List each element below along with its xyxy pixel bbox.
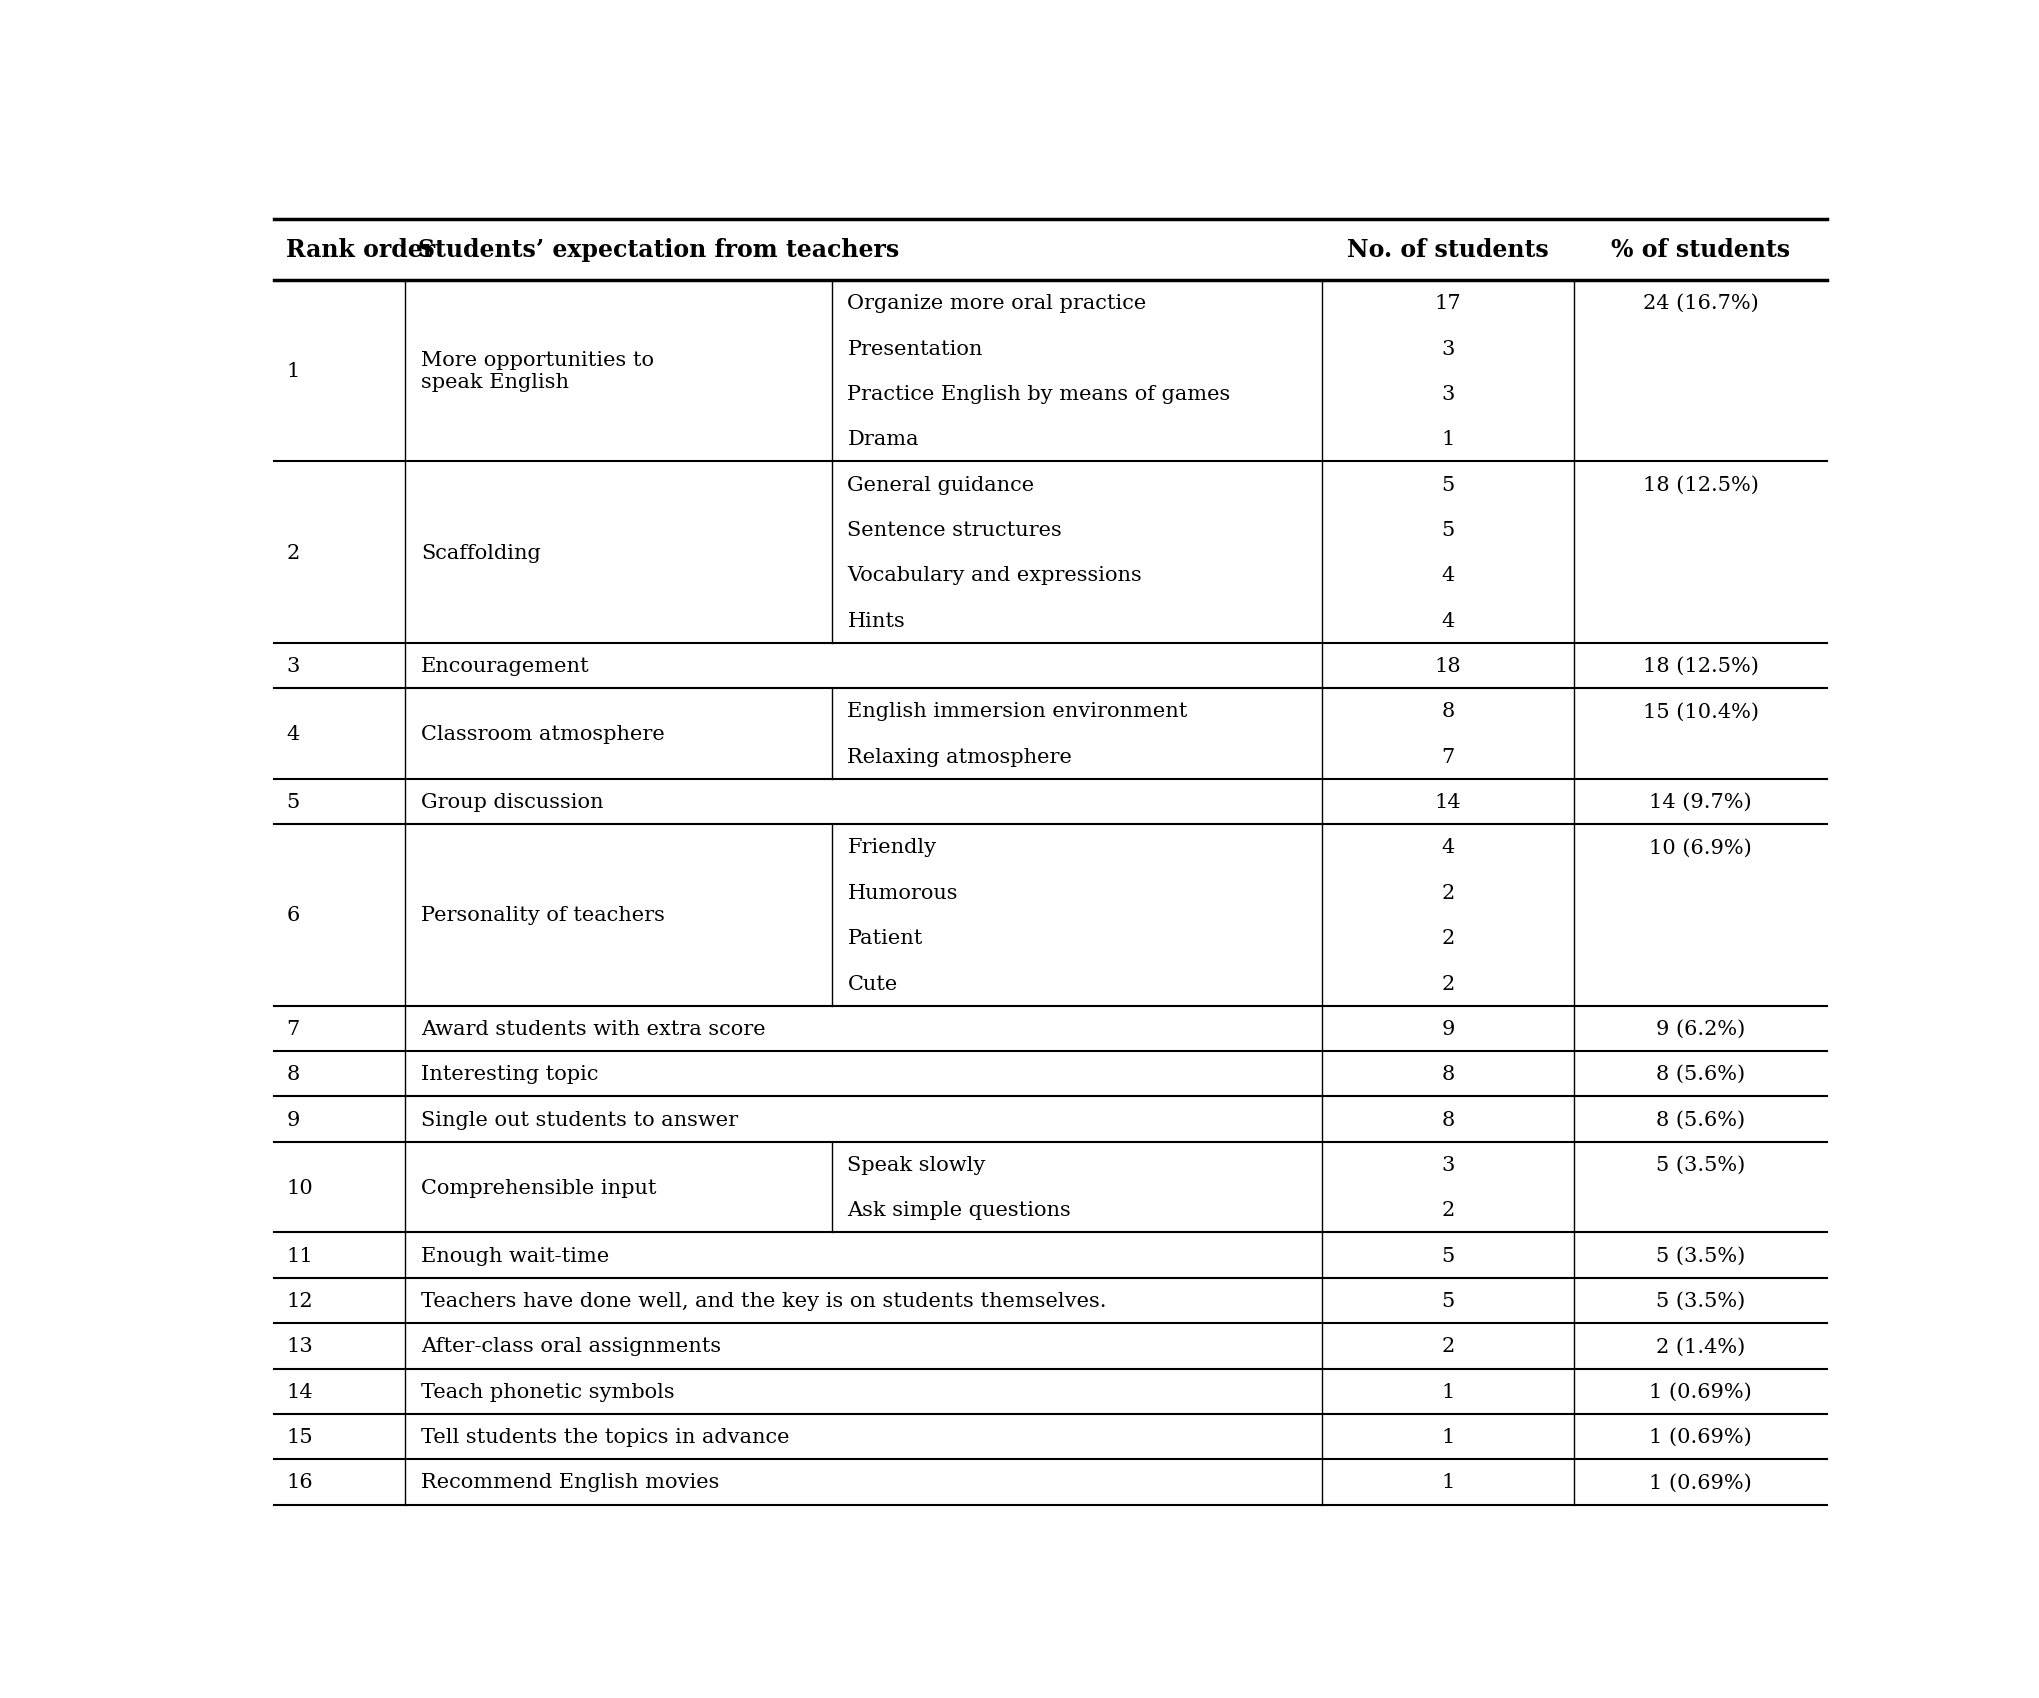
Text: 14 (9.7%): 14 (9.7%) xyxy=(1650,793,1752,812)
Text: 3: 3 xyxy=(1442,385,1454,404)
Text: Practice English by means of games: Practice English by means of games xyxy=(848,385,1232,404)
Text: 1 (0.69%): 1 (0.69%) xyxy=(1650,1472,1752,1491)
Text: 2: 2 xyxy=(1442,929,1454,947)
Text: 17: 17 xyxy=(1435,294,1462,312)
Text: Encouragement: Encouragement xyxy=(420,657,589,676)
Text: 5: 5 xyxy=(1442,1290,1454,1311)
Text: 13: 13 xyxy=(285,1336,314,1355)
Text: 4: 4 xyxy=(285,725,300,744)
Text: Organize more oral practice: Organize more oral practice xyxy=(848,294,1146,312)
Text: Enough wait-time: Enough wait-time xyxy=(420,1246,610,1265)
Text: Sentence structures: Sentence structures xyxy=(848,521,1062,540)
Text: 18: 18 xyxy=(1435,657,1462,676)
Text: 4: 4 xyxy=(1442,839,1454,857)
Text: Recommend English movies: Recommend English movies xyxy=(420,1472,720,1491)
Text: 8: 8 xyxy=(285,1065,300,1083)
Text: General guidance: General guidance xyxy=(848,475,1034,494)
Text: 2: 2 xyxy=(1442,975,1454,993)
Text: 5 (3.5%): 5 (3.5%) xyxy=(1656,1246,1745,1265)
Text: 10 (6.9%): 10 (6.9%) xyxy=(1650,839,1752,857)
Text: 9: 9 xyxy=(1442,1019,1454,1037)
Text: 5 (3.5%): 5 (3.5%) xyxy=(1656,1155,1745,1175)
Text: 3: 3 xyxy=(1442,340,1454,358)
Text: 4: 4 xyxy=(1442,565,1454,586)
Text: 8: 8 xyxy=(1442,1110,1454,1129)
Text: 3: 3 xyxy=(285,657,300,676)
Text: 2: 2 xyxy=(1442,1200,1454,1219)
Text: No. of students: No. of students xyxy=(1348,238,1550,261)
Text: 1: 1 xyxy=(285,362,300,380)
Text: 1 (0.69%): 1 (0.69%) xyxy=(1650,1428,1752,1447)
Text: Group discussion: Group discussion xyxy=(420,793,604,812)
Text: 7: 7 xyxy=(285,1019,300,1037)
Text: 5: 5 xyxy=(285,793,300,812)
Text: 5: 5 xyxy=(1442,475,1454,494)
Text: 5 (3.5%): 5 (3.5%) xyxy=(1656,1290,1745,1311)
Text: 8 (5.6%): 8 (5.6%) xyxy=(1656,1110,1745,1129)
Text: Rank order: Rank order xyxy=(285,238,436,261)
Text: 14: 14 xyxy=(1435,793,1462,812)
Text: Ask simple questions: Ask simple questions xyxy=(848,1200,1070,1219)
Text: 16: 16 xyxy=(285,1472,314,1491)
Text: 6: 6 xyxy=(285,907,300,925)
Text: Comprehensible input: Comprehensible input xyxy=(420,1178,657,1197)
Text: Teach phonetic symbols: Teach phonetic symbols xyxy=(420,1382,675,1401)
Text: 5: 5 xyxy=(1442,521,1454,540)
Text: Humorous: Humorous xyxy=(848,883,958,902)
Text: After-class oral assignments: After-class oral assignments xyxy=(420,1336,722,1355)
Text: Interesting topic: Interesting topic xyxy=(420,1065,597,1083)
Text: English immersion environment: English immersion environment xyxy=(848,701,1189,722)
Text: Cute: Cute xyxy=(848,975,897,993)
Text: Patient: Patient xyxy=(848,929,924,947)
Text: 5: 5 xyxy=(1442,1246,1454,1265)
Text: Single out students to answer: Single out students to answer xyxy=(420,1110,738,1129)
Text: 18 (12.5%): 18 (12.5%) xyxy=(1643,475,1760,494)
Text: 9: 9 xyxy=(285,1110,300,1129)
Text: 2 (1.4%): 2 (1.4%) xyxy=(1656,1336,1745,1355)
Text: Drama: Drama xyxy=(848,430,920,448)
Text: 2: 2 xyxy=(1442,883,1454,902)
Text: 1: 1 xyxy=(1442,1472,1454,1491)
Text: Scaffolding: Scaffolding xyxy=(420,543,540,562)
Text: Friendly: Friendly xyxy=(848,839,936,857)
Text: 1: 1 xyxy=(1442,1382,1454,1401)
Text: Tell students the topics in advance: Tell students the topics in advance xyxy=(420,1428,789,1447)
Text: Students’ expectation from teachers: Students’ expectation from teachers xyxy=(418,238,899,261)
Text: 15 (10.4%): 15 (10.4%) xyxy=(1643,701,1760,722)
Text: 7: 7 xyxy=(1442,747,1454,766)
Text: 4: 4 xyxy=(1442,611,1454,630)
Text: 2: 2 xyxy=(1442,1336,1454,1355)
Text: 18 (12.5%): 18 (12.5%) xyxy=(1643,657,1760,676)
Text: 14: 14 xyxy=(285,1382,314,1401)
Text: 8: 8 xyxy=(1442,701,1454,722)
Text: 9 (6.2%): 9 (6.2%) xyxy=(1656,1019,1745,1037)
Text: Presentation: Presentation xyxy=(848,340,983,358)
Text: More opportunities to
speak English: More opportunities to speak English xyxy=(420,351,655,392)
Text: Relaxing atmosphere: Relaxing atmosphere xyxy=(848,747,1073,766)
Text: 1: 1 xyxy=(1442,430,1454,448)
Text: 10: 10 xyxy=(285,1178,314,1197)
Text: 8: 8 xyxy=(1442,1065,1454,1083)
Text: Teachers have done well, and the key is on students themselves.: Teachers have done well, and the key is … xyxy=(420,1290,1107,1311)
Text: Classroom atmosphere: Classroom atmosphere xyxy=(420,725,665,744)
Text: 1: 1 xyxy=(1442,1428,1454,1447)
Text: 24 (16.7%): 24 (16.7%) xyxy=(1643,294,1760,312)
Text: Award students with extra score: Award students with extra score xyxy=(420,1019,765,1037)
Text: 8 (5.6%): 8 (5.6%) xyxy=(1656,1065,1745,1083)
Text: % of students: % of students xyxy=(1611,238,1790,261)
Text: 12: 12 xyxy=(285,1290,314,1311)
Text: 1 (0.69%): 1 (0.69%) xyxy=(1650,1382,1752,1401)
Text: 15: 15 xyxy=(285,1428,314,1447)
Text: Personality of teachers: Personality of teachers xyxy=(420,907,665,925)
Text: Speak slowly: Speak slowly xyxy=(848,1155,985,1175)
Text: 2: 2 xyxy=(285,543,300,562)
Text: 3: 3 xyxy=(1442,1155,1454,1175)
Text: Vocabulary and expressions: Vocabulary and expressions xyxy=(848,565,1142,586)
Text: Hints: Hints xyxy=(848,611,905,630)
Text: 11: 11 xyxy=(285,1246,314,1265)
